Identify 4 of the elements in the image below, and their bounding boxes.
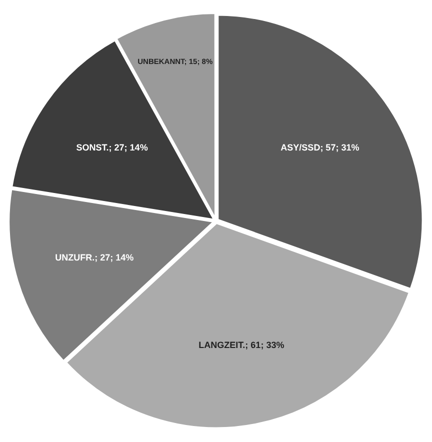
slice-label: LANGZEIT.; 61; 33% — [198, 340, 284, 350]
slice-label: ASY/SSD; 57; 31% — [280, 142, 360, 152]
slice-label: UNZUFR.; 27; 14% — [55, 252, 134, 262]
slice-label: SONST.; 27; 14% — [76, 142, 148, 152]
